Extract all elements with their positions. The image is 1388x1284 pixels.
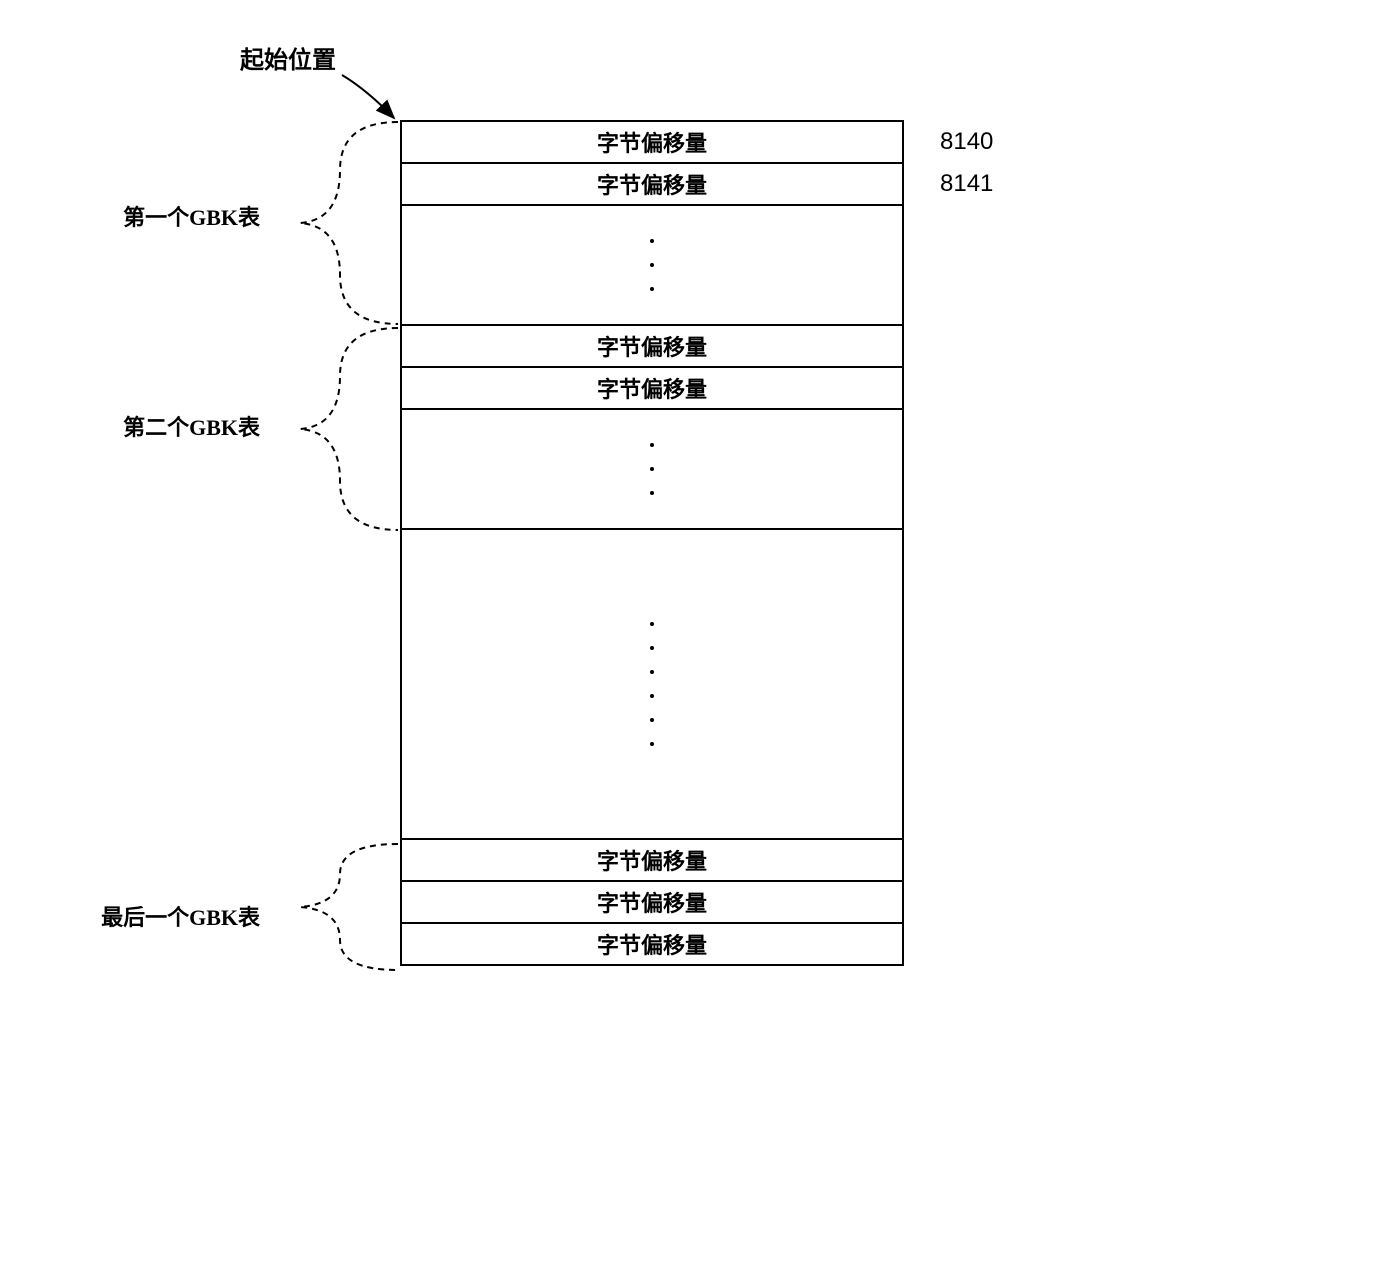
table-row: 字节偏移量 <box>402 164 902 206</box>
table-row: 字节偏移量 <box>402 840 902 882</box>
table-row: 字节偏移量 <box>402 368 902 410</box>
code-label-first: 8140 <box>940 128 993 156</box>
last-gbk-label: 最后一个GBK表 <box>60 900 260 932</box>
first-gbk-label: 第一个GBK表 <box>60 200 260 232</box>
table-row: 字节偏移量 <box>402 924 902 966</box>
table-row: 字节偏移量 <box>402 122 902 164</box>
gbk-table-stack: 字节偏移量 字节偏移量 字节偏移量 字节偏移量 字节偏移量 字节偏移量 字节偏移… <box>400 120 904 966</box>
code-label-second: 8141 <box>940 170 993 198</box>
ellipsis-row <box>402 206 902 326</box>
brace-icon <box>280 842 400 972</box>
diagram-wrapper: 起始位置 字节偏移量 字节偏移量 字节偏移量 字节偏移量 字节偏移量 字节偏移量 <box>40 40 1340 1240</box>
table-row: 字节偏移量 <box>402 326 902 368</box>
second-gbk-label: 第二个GBK表 <box>60 410 260 442</box>
start-position-label: 起始位置 <box>240 40 336 75</box>
brace-icon <box>280 326 400 532</box>
table-row: 字节偏移量 <box>402 882 902 924</box>
brace-icon <box>280 120 400 326</box>
ellipsis-row <box>402 410 902 530</box>
ellipsis-row-large <box>402 530 902 840</box>
